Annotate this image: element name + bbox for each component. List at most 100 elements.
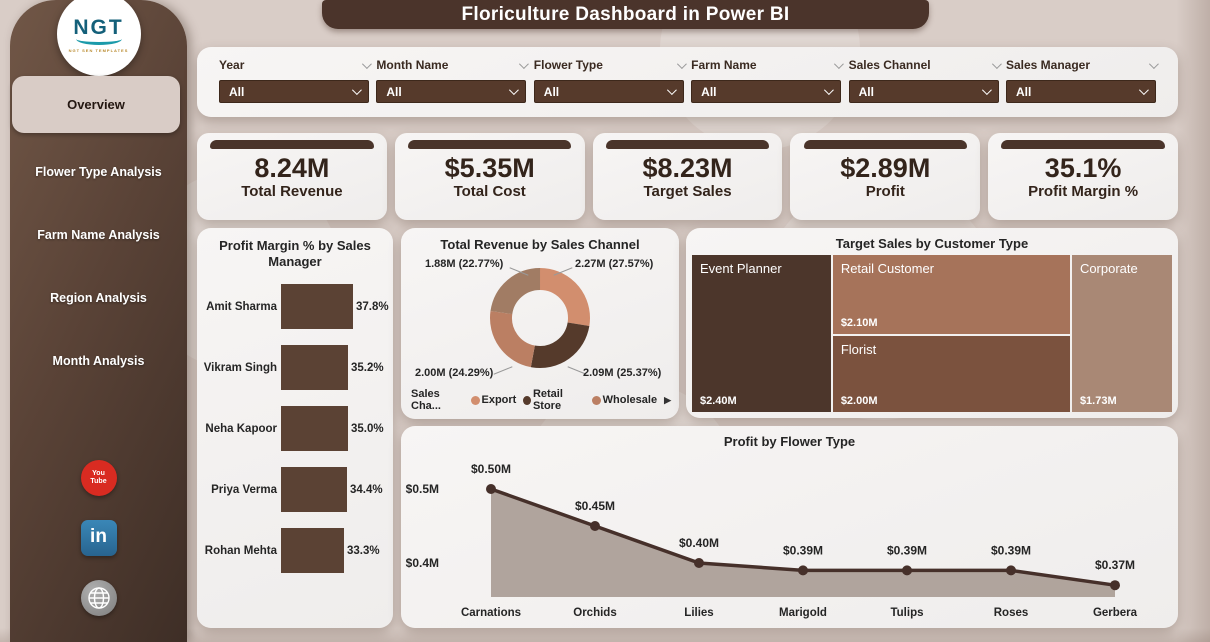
- linkedin-icon[interactable]: in: [80, 520, 117, 556]
- line-point-orchids[interactable]: [590, 521, 600, 531]
- kpi-value: 35.1%: [1044, 153, 1122, 183]
- filter-label-flower-type: Flower Type: [533, 58, 687, 72]
- legend-item-wholesale[interactable]: Wholesale: [591, 394, 657, 406]
- treemap-block-label: Corporate: [1079, 261, 1138, 276]
- donut-chart-title: Total Revenue by Sales Channel: [440, 237, 640, 252]
- chevron-down-icon[interactable]: [361, 58, 372, 69]
- logo-swoosh: [75, 33, 122, 45]
- donut-chart-card: Total Revenue by Sales Channel 2.27M (27…: [401, 228, 679, 419]
- donut-callout-retail-store: 2.09M (25.37%): [583, 367, 662, 379]
- kpi-topbar: [605, 140, 770, 149]
- logo-subtext: NGT SEN TEMPLATES: [68, 47, 129, 53]
- filter-label-text: Flower Type: [533, 58, 603, 72]
- x-axis-label: Lilies: [684, 607, 713, 619]
- legend-item-retail-store[interactable]: Retail Store: [523, 388, 584, 412]
- legend-dot: [523, 395, 531, 405]
- treemap-block-label: Florist: [840, 342, 877, 358]
- bar-row-vikram-singh: Vikram Singh 35.2%: [197, 337, 393, 398]
- chevron-down-icon[interactable]: [834, 58, 845, 69]
- bar-category-label: Vikram Singh: [203, 361, 277, 374]
- treemap-block-florist[interactable]: Florist $2.00M: [832, 336, 1070, 412]
- dropdown-value: All: [386, 84, 402, 99]
- chevron-down-icon: [1138, 85, 1149, 96]
- treemap-block-value: $2.10M: [840, 317, 878, 330]
- bar-value-label: 37.8%: [356, 300, 389, 313]
- sidebar-item-flower-type-analysis[interactable]: Flower Type Analysis: [35, 164, 162, 179]
- treemap-block-event-planner[interactable]: Event Planner $2.40M: [692, 255, 831, 412]
- dropdown-value: All: [1015, 84, 1032, 99]
- kpi-label: Profit Margin %: [1028, 183, 1139, 200]
- kpi-value: $2.89M: [840, 153, 931, 183]
- x-axis-label: Gerbera: [1093, 607, 1138, 619]
- donut-legend: Sales Cha... Export Retail Store Wholesale ▶: [411, 388, 671, 412]
- donut-callout-wholesale: 2.00M (24.29%): [415, 367, 494, 379]
- chevron-down-icon[interactable]: [519, 58, 530, 69]
- bar-priya-verma[interactable]: [281, 467, 347, 512]
- sales-manager-dropdown[interactable]: All: [1005, 80, 1156, 103]
- sidebar-item-month-analysis[interactable]: Month Analysis: [52, 353, 145, 368]
- legend-title: Sales Cha...: [411, 388, 441, 412]
- line-point-carnations[interactable]: [486, 484, 496, 494]
- donut-callout-hidden: 1.88M (22.77%): [425, 258, 504, 270]
- line-point-lilies[interactable]: [694, 558, 704, 568]
- legend-item-export[interactable]: Export: [470, 394, 516, 406]
- year-dropdown[interactable]: All: [219, 80, 369, 103]
- chevron-down-icon[interactable]: [676, 58, 687, 69]
- sidebar-item-overview[interactable]: Overview: [12, 76, 180, 133]
- filter-label-month-name: Month Name: [376, 58, 530, 72]
- donut-slice-hidden[interactable]: [490, 268, 590, 368]
- website-globe-icon[interactable]: [80, 580, 117, 616]
- treemap-block-label: Retail Customer: [840, 261, 935, 276]
- bar-row-priya-verma: Priya Verma 34.4%: [197, 459, 393, 520]
- filter-farm-name: Farm Name All: [691, 58, 845, 117]
- bar-row-amit-sharma: Amit Sharma 37.8%: [197, 276, 393, 337]
- line-point-tulips[interactable]: [902, 565, 912, 576]
- sidebar-item-region-analysis[interactable]: Region Analysis: [50, 290, 147, 305]
- bar-chart-card: Profit Margin % by Sales Manager Amit Sh…: [197, 228, 393, 628]
- kpi-value: 8.24M: [254, 153, 330, 183]
- kpi-label: Total Revenue: [241, 183, 343, 200]
- bar-neha-kapoor[interactable]: [281, 406, 348, 451]
- bar-vikram-singh[interactable]: [281, 345, 348, 390]
- sidebar-item-farm-name-analysis[interactable]: Farm Name Analysis: [37, 227, 160, 242]
- farm-name-dropdown[interactable]: All: [691, 80, 842, 103]
- kpi-card-profit: $2.89M Profit: [790, 133, 981, 220]
- treemap-title: Target Sales by Customer Type: [835, 236, 1029, 251]
- bar-rohan-mehta[interactable]: [281, 528, 344, 573]
- chevron-down-icon: [351, 85, 362, 96]
- youtube-icon[interactable]: You Tube: [80, 460, 117, 496]
- line-chart-card: $0.5M $0.4M $0.50M Carnations $0.45M Orchids $…: [401, 426, 1178, 628]
- treemap-block-value: $1.73M: [1079, 395, 1117, 407]
- area-fill: [491, 489, 1115, 597]
- dropdown-value: All: [701, 84, 717, 99]
- bar-value-label: 33.3%: [347, 544, 380, 557]
- month-name-dropdown[interactable]: All: [376, 80, 527, 103]
- filter-label-year: Year: [219, 58, 372, 72]
- treemap-column: Event Planner $2.40M: [692, 255, 831, 412]
- donut-callout-export: 2.27M (27.57%): [575, 258, 654, 270]
- bar-chart-plot: Amit Sharma 37.8% Vikram Singh 35.2% Neha Ka…: [197, 276, 393, 581]
- legend-dot: [470, 395, 480, 405]
- treemap-block-corporate[interactable]: Corporate $1.73M: [1071, 255, 1172, 412]
- line-point-gerbera[interactable]: [1110, 580, 1120, 591]
- kpi-label: Profit: [865, 183, 905, 200]
- chevron-down-icon[interactable]: [991, 58, 1002, 69]
- bar-row-neha-kapoor: Neha Kapoor 35.0%: [197, 398, 393, 459]
- legend-more-arrow-icon[interactable]: ▶: [664, 394, 671, 405]
- kpi-card-target-sales: $8.23M Target Sales: [592, 133, 783, 220]
- chevron-down-icon[interactable]: [1148, 58, 1159, 69]
- x-axis-label: Tulips: [890, 607, 923, 619]
- line-point-roses[interactable]: [1006, 565, 1016, 576]
- sidebar-menu: Flower Type Analysis Farm Name Analysis Re…: [10, 140, 187, 392]
- treemap-plot: Event Planner $2.40M Retail Customer $2.10M…: [692, 255, 1172, 412]
- sales-channel-dropdown[interactable]: All: [848, 80, 999, 103]
- treemap-block-retail-customer[interactable]: Retail Customer $2.10M: [832, 255, 1070, 335]
- kpi-value: $8.23M: [642, 153, 733, 183]
- bar-amit-sharma[interactable]: [281, 284, 353, 329]
- line-point-marigold[interactable]: [798, 565, 808, 576]
- treemap-column: Retail Customer $2.10M Florist $2.00M: [832, 255, 1070, 412]
- flower-type-dropdown[interactable]: All: [533, 80, 684, 103]
- filter-label-text: Sales Manager: [1005, 58, 1090, 72]
- bar-category-label: Priya Verma: [211, 483, 277, 496]
